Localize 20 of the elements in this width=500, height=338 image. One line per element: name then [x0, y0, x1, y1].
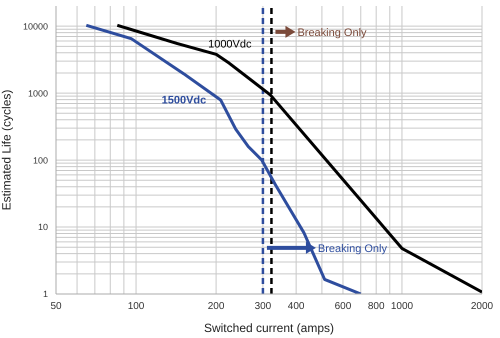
x-tick-label: 1000: [390, 301, 414, 312]
series-label: 1000Vdc: [208, 38, 252, 50]
series-label: 1500Vdc: [162, 94, 206, 107]
x-tick-label: 2000: [470, 301, 494, 312]
x-tick-label: 800: [368, 301, 385, 312]
x-tick-label: 100: [128, 301, 145, 312]
x-tick-label: 600: [334, 301, 352, 312]
ref-line-label: Breaking Only: [318, 242, 388, 255]
ref-line-label: Breaking Only: [297, 26, 368, 39]
y-tick-label: 10: [38, 222, 48, 232]
x-tick-label: 400: [288, 301, 305, 312]
y-tick-label: 10000: [22, 21, 48, 32]
y-axis-title: Estimated Life (cycles): [0, 90, 14, 210]
x-axis-title: Switched current (amps): [204, 321, 334, 335]
x-tick-label: 200: [208, 301, 225, 312]
y-tick-label: 100: [32, 155, 48, 166]
x-tick-label: 50: [50, 301, 62, 312]
y-tick-label: 1: [42, 289, 48, 300]
x-tick-label: 300: [254, 301, 272, 312]
y-tick-label: 1000: [28, 88, 48, 98]
